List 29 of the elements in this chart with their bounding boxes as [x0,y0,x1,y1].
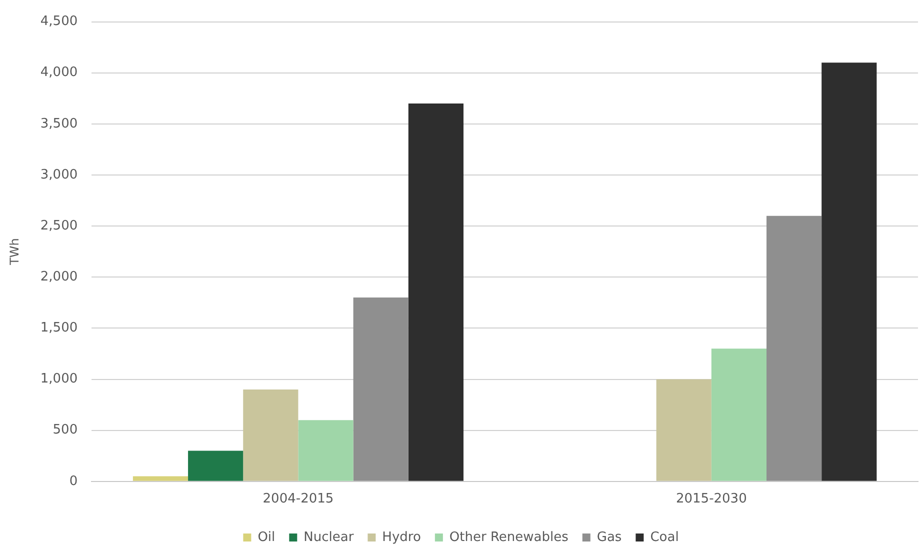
legend-label: Other Renewables [449,530,569,545]
bar [298,420,354,481]
bar [132,476,188,481]
legend-label: Nuclear [304,530,354,545]
legend-label: Hydro [382,530,421,545]
x-tick-label: 2004-2015 [262,492,334,507]
y-tick-label: 500 [52,422,78,438]
bar [243,389,298,481]
y-tick-label: 1,500 [40,320,78,336]
y-tick-label: 1,000 [40,372,78,387]
bar [656,379,712,481]
legend-label: Gas [596,530,622,545]
y-tick-label: 0 [69,474,78,489]
bar [408,104,464,481]
x-tick-label: 2015-2030 [676,492,747,507]
y-tick-label: 3,500 [40,116,78,132]
bar [188,450,244,481]
legend-label: Coal [650,530,679,545]
legend-label: Oil [258,530,276,545]
y-tick-label: 2,500 [40,218,78,234]
y-tick-label: 4,500 [40,14,78,30]
y-tick-label: 3,000 [40,167,78,182]
y-tick-label: 4,000 [40,65,78,80]
bar [353,298,408,481]
bar [822,62,877,481]
y-axis-title: TWh [7,238,22,266]
y-tick-label: 2,000 [40,270,78,285]
bar [766,216,822,481]
bar [711,348,766,481]
